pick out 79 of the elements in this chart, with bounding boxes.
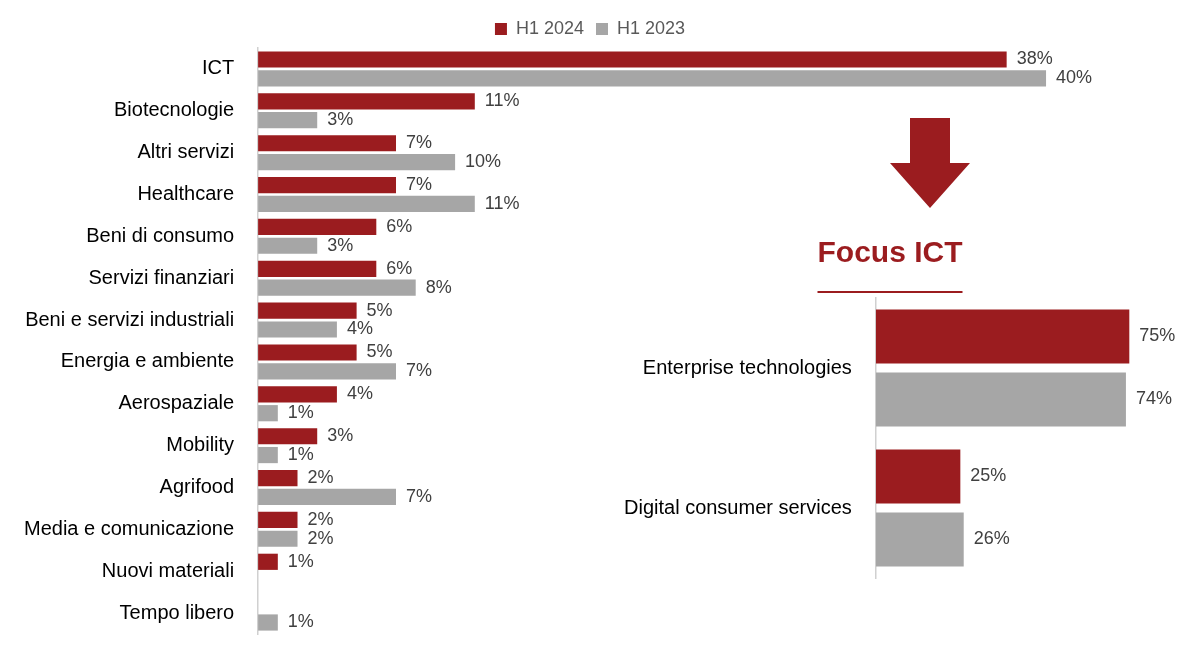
y-tick-label: Enterprise technologies [642, 355, 852, 378]
bar [258, 428, 318, 445]
y-tick-label: Beni di consumo [86, 223, 235, 246]
bar [258, 469, 298, 487]
legend-label: H1 2024 [515, 17, 585, 38]
y-tick-label: Media e comunicazione [23, 516, 235, 539]
y-tick-label: Nuovi materiali [101, 558, 235, 581]
bar [258, 614, 278, 631]
bar [258, 530, 298, 547]
bar [258, 176, 397, 194]
data-label: 25% [970, 465, 1007, 486]
bar [875, 449, 961, 504]
bar [258, 344, 357, 361]
bar [258, 51, 1007, 68]
bar [258, 195, 475, 213]
data-label: 2% [307, 467, 334, 488]
data-label: 6% [386, 215, 413, 236]
data-label: 11% [484, 192, 520, 213]
y-tick-label: Agrifood [159, 475, 235, 498]
y-tick-label: Tempo libero [119, 600, 235, 623]
bar [875, 309, 1130, 364]
data-label: 2% [307, 527, 334, 548]
y-tick-label: Beni e servizi industriali [25, 307, 235, 330]
bar [258, 446, 278, 464]
bar [875, 372, 1126, 427]
data-label: 10% [465, 151, 502, 172]
bar [258, 321, 337, 338]
data-label: 4% [346, 383, 373, 404]
data-label: 6% [386, 257, 413, 278]
bar [258, 553, 278, 570]
y-tick-label: ICT [201, 56, 235, 79]
bar [258, 363, 397, 380]
y-tick-label: Energia e ambiente [60, 349, 235, 372]
data-label: 5% [366, 299, 393, 320]
data-label: 38% [1016, 48, 1053, 69]
bar [258, 70, 1047, 87]
data-label: 75% [1139, 325, 1176, 346]
data-label: 5% [366, 341, 393, 362]
data-label: 7% [406, 360, 433, 381]
data-label: 7% [406, 132, 433, 153]
data-label: 2% [307, 508, 334, 529]
y-tick-label: Biotecnologie [114, 98, 235, 121]
chart-title: Focus ICT [817, 235, 963, 269]
bar [258, 260, 377, 277]
data-label: 1% [287, 444, 314, 465]
bar [258, 511, 298, 529]
bar [258, 153, 456, 171]
data-label: 1% [287, 402, 314, 423]
y-tick-label: Servizi finanziari [88, 265, 235, 288]
bar [258, 237, 318, 254]
bar [258, 279, 416, 296]
y-tick-label: Mobility [166, 433, 235, 456]
bar [258, 135, 397, 152]
data-label: 8% [425, 276, 452, 297]
bar [875, 512, 964, 567]
bar [258, 302, 357, 319]
y-tick-label: Altri servizi [137, 140, 235, 163]
legend-label: H1 2023 [617, 17, 686, 38]
data-label: 26% [973, 528, 1010, 549]
data-label: 11% [484, 90, 520, 111]
data-label: 3% [327, 425, 354, 446]
bar [258, 386, 337, 403]
bar [258, 488, 397, 506]
data-label: 3% [327, 234, 354, 255]
data-label: 40% [1056, 67, 1093, 88]
y-tick-label: Healthcare [137, 182, 235, 205]
data-label: 4% [346, 318, 373, 339]
data-label: 7% [406, 485, 433, 506]
y-tick-label: Digital consumer services [623, 495, 852, 518]
data-label: 74% [1135, 388, 1172, 409]
bar [258, 218, 377, 236]
data-label: 1% [287, 611, 314, 632]
bar [258, 405, 278, 422]
bar [258, 93, 475, 110]
bar [258, 112, 318, 129]
data-label: 3% [327, 109, 354, 130]
y-tick-label: Aerospaziale [118, 391, 235, 414]
data-label: 1% [287, 550, 314, 571]
data-label: 7% [406, 174, 433, 195]
